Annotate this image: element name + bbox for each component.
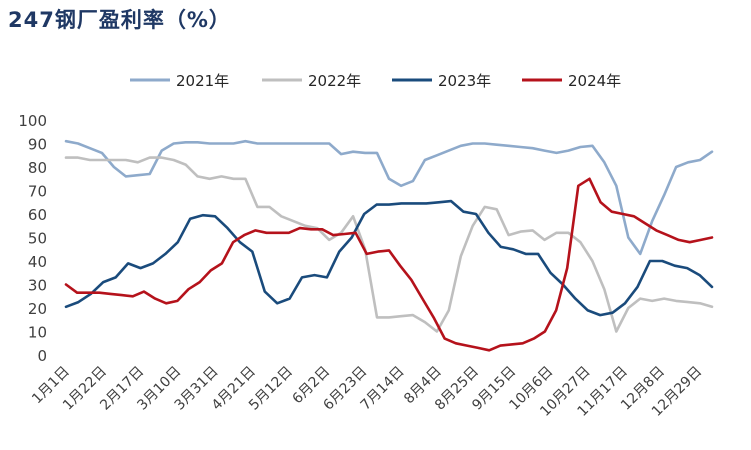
series-line xyxy=(64,156,714,333)
legend-label: 2024年 xyxy=(568,72,621,90)
y-tick-label: 100 xyxy=(18,112,47,130)
y-tick-label: 60 xyxy=(28,206,47,224)
y-tick-label: 50 xyxy=(28,230,47,248)
legend-label: 2021年 xyxy=(176,72,229,90)
y-tick-label: 40 xyxy=(28,253,47,271)
chart-title: 247钢厂盈利率（%） xyxy=(8,8,231,32)
legend-label: 2022年 xyxy=(308,72,361,90)
y-tick-label: 80 xyxy=(28,159,47,177)
series-line xyxy=(64,177,714,352)
legend-label: 2023年 xyxy=(438,72,491,90)
y-tick-label: 10 xyxy=(28,324,47,342)
series-line xyxy=(64,139,714,256)
y-tick-label: 30 xyxy=(28,277,47,295)
y-tick-label: 70 xyxy=(28,183,47,201)
y-tick-label: 0 xyxy=(37,347,47,365)
series-line xyxy=(64,199,714,317)
y-tick-label: 90 xyxy=(28,136,47,154)
y-tick-label: 20 xyxy=(28,300,47,318)
